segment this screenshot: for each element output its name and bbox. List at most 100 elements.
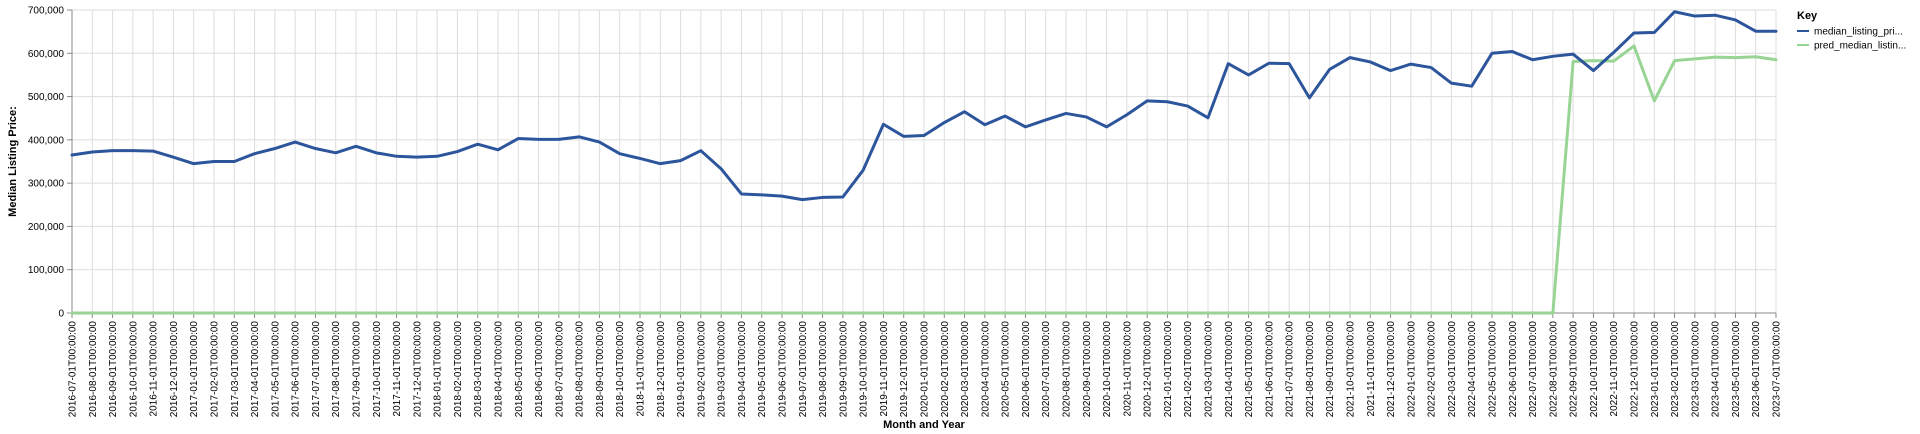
x-tick-label: 2020-02-01T00:00:00: [940, 321, 951, 418]
x-tick-label: 2019-02-01T00:00:00: [696, 321, 707, 418]
x-tick-label: 2019-08-01T00:00:00: [818, 321, 829, 418]
x-tick-label: 2017-04-01T00:00:00: [250, 321, 261, 418]
x-tick-label: 2017-05-01T00:00:00: [270, 321, 281, 418]
x-tick-label: 2018-07-01T00:00:00: [554, 321, 565, 418]
x-tick-label: 2023-07-01T00:00:00: [1772, 321, 1783, 418]
x-tick-label: 2021-07-01T00:00:00: [1285, 321, 1296, 418]
x-tick-label: 2021-08-01T00:00:00: [1305, 321, 1316, 418]
x-tick-label: 2020-07-01T00:00:00: [1041, 321, 1052, 418]
y-tick-label: 700,000: [28, 6, 65, 17]
gridlines: [71, 9, 1777, 314]
x-tick-label: 2017-09-01T00:00:00: [352, 321, 363, 418]
x-tick-label: 2019-05-01T00:00:00: [757, 321, 768, 418]
x-tick-label: 2022-06-01T00:00:00: [1508, 321, 1519, 418]
y-tick-label: 200,000: [28, 222, 65, 233]
x-tick-label: 2022-10-01T00:00:00: [1589, 321, 1600, 418]
x-tick-label: 2018-12-01T00:00:00: [656, 321, 667, 418]
x-tick-label: 2019-07-01T00:00:00: [798, 321, 809, 418]
x-tick-label: 2017-10-01T00:00:00: [372, 321, 383, 418]
x-tick-label: 2020-04-01T00:00:00: [980, 321, 991, 418]
x-tick-label: 2019-12-01T00:00:00: [899, 321, 910, 418]
x-tick-label: 2020-05-01T00:00:00: [1001, 321, 1012, 418]
x-tick-label: 2017-07-01T00:00:00: [311, 321, 322, 418]
series-line-median_listing_pri: [70, 10, 1778, 202]
x-tick-label: 2021-05-01T00:00:00: [1244, 321, 1255, 418]
series-lines: [70, 10, 1778, 315]
x-tick-label: 2017-01-01T00:00:00: [189, 321, 200, 418]
x-tick-label: 2022-12-01T00:00:00: [1630, 321, 1641, 418]
x-tick-label: 2018-11-01T00:00:00: [636, 321, 647, 417]
x-tick-label: 2016-07-01T00:00:00: [68, 321, 79, 418]
x-tick-label: 2021-10-01T00:00:00: [1346, 321, 1357, 418]
legend-label: pred_median_listin...: [1814, 41, 1906, 52]
x-tick-label: 2017-06-01T00:00:00: [291, 321, 302, 418]
x-tick-label: 2023-02-01T00:00:00: [1670, 321, 1681, 418]
x-tick-label: 2022-02-01T00:00:00: [1427, 321, 1438, 418]
x-tick-label: 2020-12-01T00:00:00: [1143, 321, 1154, 418]
x-tick-label: 2017-03-01T00:00:00: [230, 321, 241, 418]
x-tick-label: 2018-03-01T00:00:00: [473, 321, 484, 418]
x-tick-label: 2023-03-01T00:00:00: [1690, 321, 1701, 418]
x-tick-label: 2018-09-01T00:00:00: [595, 321, 606, 418]
x-tick-label: 2022-04-01T00:00:00: [1467, 321, 1478, 418]
x-tick-label: 2019-11-01T00:00:00: [879, 321, 890, 417]
x-tick-label: 2018-06-01T00:00:00: [534, 321, 545, 418]
y-tick-label: 300,000: [28, 179, 65, 190]
x-tick-label: 2020-08-01T00:00:00: [1062, 321, 1073, 418]
y-axis-title: Median Listing Price:: [7, 106, 19, 217]
x-tick-label: 2022-01-01T00:00:00: [1406, 321, 1417, 418]
y-tick-label: 600,000: [28, 49, 65, 60]
x-tick-label: 2018-08-01T00:00:00: [575, 321, 586, 418]
x-tick-label: 2016-08-01T00:00:00: [88, 321, 99, 418]
x-tick-label: 2018-10-01T00:00:00: [615, 321, 626, 418]
x-tick-label: 2017-08-01T00:00:00: [331, 321, 342, 418]
x-tick-label: 2022-09-01T00:00:00: [1569, 321, 1580, 418]
x-tick-label: 2019-10-01T00:00:00: [859, 321, 870, 418]
series-line-pred_median_listin: [70, 44, 1778, 315]
x-tick-label: 2021-03-01T00:00:00: [1204, 321, 1215, 418]
x-tick-label: 2019-01-01T00:00:00: [676, 321, 687, 418]
x-tick-label: 2020-10-01T00:00:00: [1102, 321, 1113, 418]
x-tick-label: 2022-08-01T00:00:00: [1548, 321, 1559, 418]
x-axis-title: Month and Year: [883, 419, 965, 431]
x-tick-label: 2016-12-01T00:00:00: [169, 321, 180, 418]
y-tick-label: 100,000: [28, 265, 65, 276]
x-tick-label: 2018-02-01T00:00:00: [453, 321, 464, 418]
x-tick-label: 2019-04-01T00:00:00: [737, 321, 748, 418]
x-tick-label: 2022-07-01T00:00:00: [1528, 321, 1539, 418]
y-tick-label: 400,000: [28, 135, 65, 146]
x-tick-label: 2016-11-01T00:00:00: [149, 321, 160, 417]
x-tick-label: 2019-09-01T00:00:00: [838, 321, 849, 418]
x-tick-label: 2021-04-01T00:00:00: [1224, 321, 1235, 418]
x-tick-label: 2021-12-01T00:00:00: [1386, 321, 1397, 418]
x-tick-label: 2020-06-01T00:00:00: [1021, 321, 1032, 418]
x-tick-label: 2021-06-01T00:00:00: [1264, 321, 1275, 418]
x-tick-label: 2023-01-01T00:00:00: [1650, 321, 1661, 418]
x-tick-label: 2017-12-01T00:00:00: [412, 321, 423, 418]
x-tick-label: 2022-11-01T00:00:00: [1609, 321, 1620, 417]
x-tick-label: 2021-09-01T00:00:00: [1325, 321, 1336, 418]
x-tick-label: 2023-04-01T00:00:00: [1711, 321, 1722, 418]
x-tick-label: 2018-05-01T00:00:00: [514, 321, 525, 418]
x-tick-label: 2020-03-01T00:00:00: [960, 321, 971, 418]
x-tick-label: 2023-06-01T00:00:00: [1751, 321, 1762, 418]
x-tick-label: 2016-10-01T00:00:00: [128, 321, 139, 418]
x-tick-label: 2017-02-01T00:00:00: [210, 321, 221, 418]
legend: Key median_listing_pri... pred_median_lis…: [1797, 10, 1906, 52]
x-tick-label: 2020-01-01T00:00:00: [920, 321, 931, 418]
legend-title: Key: [1797, 10, 1818, 22]
x-tick-label: 2020-09-01T00:00:00: [1082, 321, 1093, 418]
legend-label: median_listing_pri...: [1814, 27, 1903, 38]
y-tick-label: 500,000: [28, 92, 65, 103]
x-tick-label: 2021-11-01T00:00:00: [1366, 321, 1377, 417]
x-tick-label: 2017-11-01T00:00:00: [392, 321, 403, 417]
x-tick-label: 2019-06-01T00:00:00: [778, 321, 789, 418]
axes: 0 100,000 200,000 300,000 400,000 500,000 600,…: [28, 6, 1783, 418]
x-tick-label: 2019-03-01T00:00:00: [717, 321, 728, 418]
y-tick-label: 0: [58, 309, 64, 320]
x-tick-label: 2016-09-01T00:00:00: [108, 321, 119, 418]
x-tick-label: 2022-05-01T00:00:00: [1488, 321, 1499, 418]
x-tick-label: 2021-01-01T00:00:00: [1163, 321, 1174, 418]
x-tick-label: 2023-05-01T00:00:00: [1731, 321, 1742, 418]
